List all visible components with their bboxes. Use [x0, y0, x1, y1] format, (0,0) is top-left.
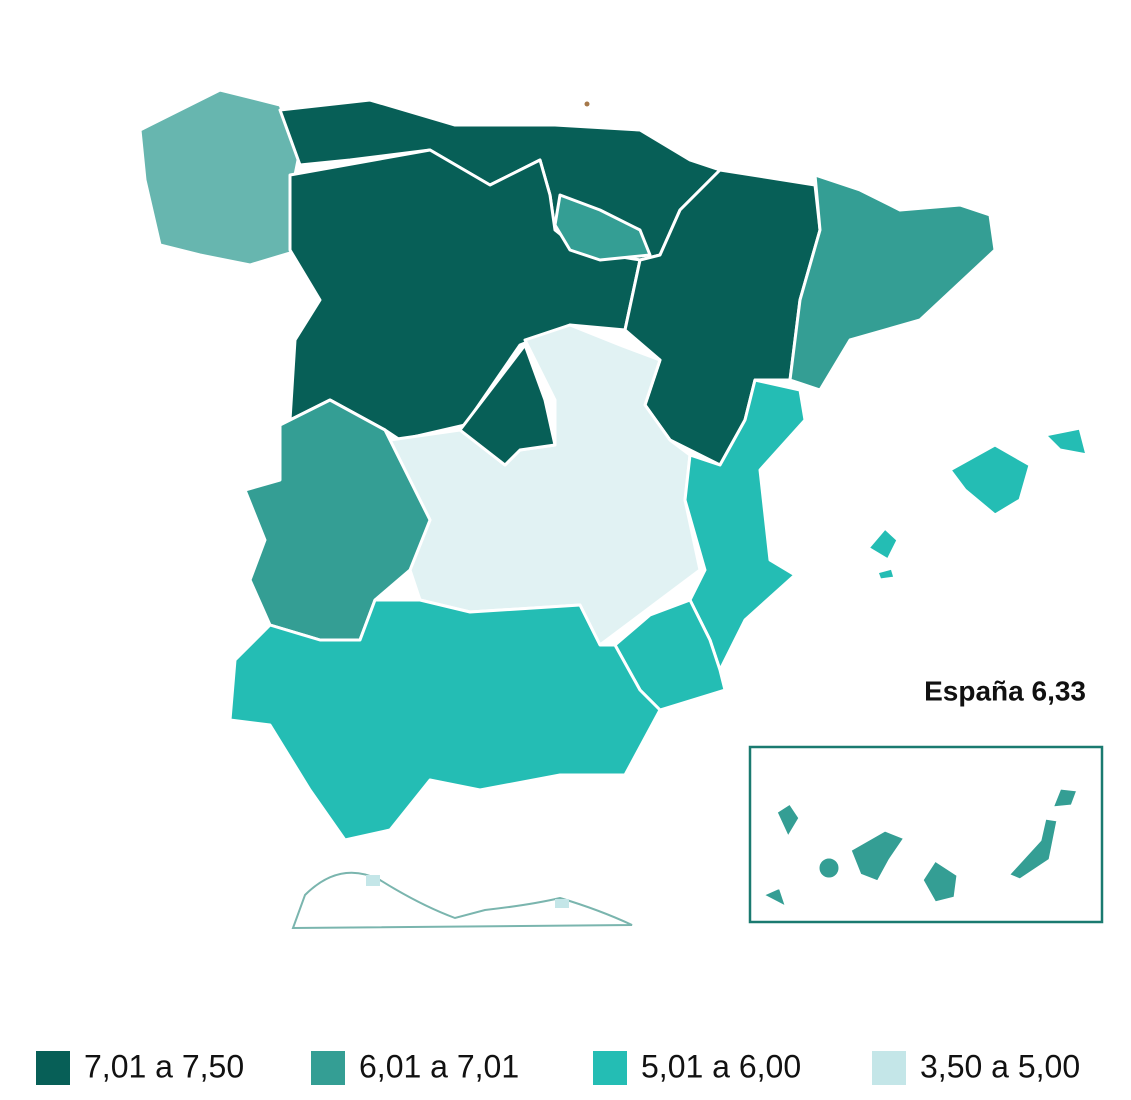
ceuta: [366, 875, 380, 886]
canarias-frame: [748, 745, 1104, 924]
region-andalucia: [228, 598, 662, 842]
legend-swatch: [36, 1051, 70, 1085]
region-rioja: [553, 193, 652, 262]
regions: [138, 88, 1089, 910]
region-canarias-3: [816, 855, 842, 881]
ceuta-melilla-outline: [291, 871, 633, 930]
national-average: España 6,33: [924, 675, 1086, 706]
region-mallorca: [948, 443, 1032, 517]
region-cataluna: [788, 173, 997, 392]
treviño-dot: [584, 101, 590, 107]
legend-label: 3,50 a 5,00: [920, 1048, 1080, 1084]
legend-swatch: [311, 1051, 345, 1085]
region-canarias-5: [920, 858, 960, 905]
legend-swatch: [593, 1051, 627, 1085]
region-madrid: [458, 343, 557, 467]
region-galicia: [138, 88, 302, 267]
legend: 7,01 a 7,50 6,01 a 7,01 5,01 a 6,00 3,50 a …: [36, 1048, 1080, 1085]
region-canarias-7: [1050, 786, 1080, 810]
region-canarias-2: [760, 885, 789, 910]
region-canarias-1: [774, 801, 802, 840]
region-ibiza: [866, 526, 900, 562]
legend-label: 6,01 a 7,01: [359, 1048, 519, 1084]
region-canarias-4: [848, 828, 907, 884]
region-canarias-6: [1006, 816, 1060, 882]
legend-swatch: [872, 1051, 906, 1085]
region-menorca: [1043, 426, 1089, 457]
melilla: [555, 899, 569, 908]
region-formentera: [875, 566, 897, 582]
legend-label: 5,01 a 6,00: [641, 1048, 801, 1084]
legend-label: 7,01 a 7,50: [84, 1048, 244, 1084]
